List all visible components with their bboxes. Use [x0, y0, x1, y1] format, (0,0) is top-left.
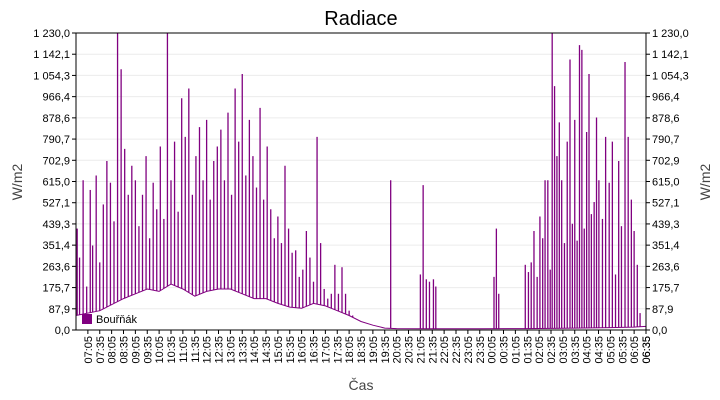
x-tick-label: 20:05: [392, 336, 404, 364]
x-tick-label: 14:35: [261, 336, 273, 364]
x-tick-label: 15:05: [273, 336, 285, 364]
x-tick-label: 02:05: [534, 336, 546, 364]
x-tick-label: 04:35: [594, 336, 606, 364]
y-tick-label: 0,0: [652, 325, 667, 337]
x-tick-label: 00:05: [487, 336, 499, 364]
y-tick-label: 439,3: [42, 219, 70, 231]
x-tick-label: 17:05: [320, 336, 332, 364]
x-tick-label: 23:35: [475, 336, 487, 364]
x-tick-label: 13:35: [237, 336, 249, 364]
x-tick-label: 08:35: [119, 336, 131, 364]
x-tick-label: 21:35: [427, 336, 439, 364]
series-group: [75, 33, 647, 330]
y-tick-label: 1 054,3: [652, 70, 689, 82]
x-tick-label: 11:05: [178, 336, 190, 363]
y-tick-label: 878,6: [652, 113, 680, 125]
legend-swatch: [82, 314, 92, 324]
x-tick-label: 17:35: [332, 336, 344, 364]
x-tick-label: 12:05: [202, 336, 214, 364]
x-tick-label: 03:35: [570, 336, 582, 364]
x-tick-label: 07:05: [83, 336, 95, 364]
legend-label: Bouřňák: [96, 314, 137, 326]
x-tick-label: 08:05: [107, 336, 119, 364]
x-tick-label: 18:05: [344, 336, 356, 364]
y-tick-label: 1 230,0: [652, 28, 689, 40]
y-tick-label: 878,6: [42, 113, 70, 125]
y-tick-label: 966,4: [42, 92, 70, 104]
x-tick-label: 15:35: [285, 336, 297, 364]
x-tick-label: 03:05: [558, 336, 570, 364]
chart-title: Radiace: [324, 8, 397, 30]
y-tick-label: 87,9: [49, 304, 70, 316]
x-tick-label: 10:35: [166, 336, 178, 364]
x-tick-label: 09:35: [142, 336, 154, 364]
x-tick-label: 18:35: [356, 336, 368, 364]
y-axis-right: 0,0 87,9 175,7 263,6 351,4 439,3 527,1 615,0 702…: [646, 28, 689, 337]
grid: [76, 53, 646, 310]
x-tick-label: 11:35: [190, 336, 202, 363]
x-tick-label: 19:35: [380, 336, 392, 364]
legend: Bouřňák: [82, 314, 137, 326]
x-axis: 06:35 07:05 07:35 08:05 08:35 09:05 09:35 10:05…: [83, 330, 653, 364]
y-tick-label: 175,7: [42, 283, 70, 295]
x-tick-label: 22:35: [451, 336, 463, 364]
y-tick-label: 1 230,0: [33, 28, 70, 40]
x-tick-label: 19:05: [368, 336, 380, 364]
x-tick-label: 07:35: [95, 336, 107, 364]
y-tick-label: 351,4: [42, 240, 70, 252]
y-tick-label: 439,3: [652, 219, 680, 231]
y-tick-label: 263,6: [652, 261, 680, 273]
x-tick-label: 06:35: [641, 336, 653, 364]
y-tick-label: 527,1: [652, 198, 680, 210]
x-tick-label: 12:35: [214, 336, 226, 364]
x-tick-label: 04:05: [582, 336, 594, 364]
x-tick-label: 14:05: [249, 336, 261, 364]
y-tick-label: 790,7: [42, 134, 70, 146]
y-tick-label: 263,6: [42, 261, 70, 273]
y-tick-label: 615,0: [652, 177, 680, 189]
y-tick-label: 702,9: [652, 155, 680, 167]
x-tick-label: 22:05: [439, 336, 451, 364]
x-axis-label: Čas: [349, 377, 374, 393]
x-tick-label: 00:35: [499, 336, 511, 364]
y-tick-label: 966,4: [652, 92, 680, 104]
x-tick-label: 10:05: [154, 336, 166, 364]
x-tick-label: 05:35: [617, 336, 629, 364]
x-tick-label: 21:05: [415, 336, 427, 364]
y-tick-label: 527,1: [42, 198, 70, 210]
y-axis-label-left: W/m2: [9, 164, 25, 201]
y-tick-label: 0,0: [55, 325, 70, 337]
x-tick-label: 13:05: [225, 336, 237, 364]
y-tick-label: 1 054,3: [33, 70, 70, 82]
y-tick-label: 702,9: [42, 155, 70, 167]
y-tick-label: 87,9: [652, 304, 673, 316]
y-axis-label-right: W/m2: [697, 164, 713, 201]
y-tick-label: 790,7: [652, 134, 680, 146]
x-tick-label: 20:35: [404, 336, 416, 364]
series-baseline-line: [75, 283, 647, 330]
x-tick-label: 01:05: [510, 336, 522, 364]
x-tick-label: 06:05: [629, 336, 641, 364]
y-tick-label: 351,4: [652, 240, 680, 252]
x-tick-label: 16:05: [297, 336, 309, 364]
x-tick-label: 02:35: [546, 336, 558, 364]
x-tick-label: 06:35: [641, 336, 653, 364]
y-axis-left: 0,0 87,9 175,7 263,6 351,4 439,3 527,1 615,0 702…: [33, 28, 76, 337]
y-tick-label: 1 142,1: [33, 49, 70, 61]
x-tick-label: 23:05: [463, 336, 475, 364]
y-tick-label: 175,7: [652, 283, 680, 295]
y-tick-label: 1 142,1: [652, 49, 689, 61]
x-tick-label: 09:05: [130, 336, 142, 364]
y-tick-label: 615,0: [42, 177, 70, 189]
x-tick-label: 05:05: [605, 336, 617, 364]
x-tick-label: 16:35: [309, 336, 321, 364]
x-tick-label: 01:35: [522, 336, 534, 364]
